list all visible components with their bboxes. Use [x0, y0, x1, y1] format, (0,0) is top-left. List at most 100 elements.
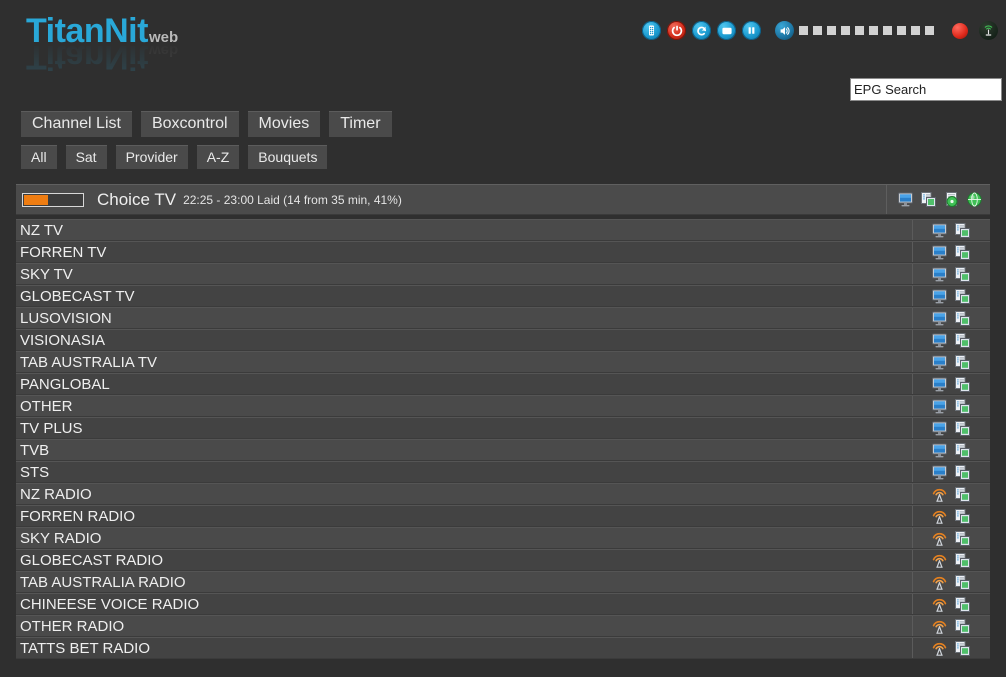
volume-block[interactable] — [855, 26, 864, 35]
epg-search-input[interactable] — [850, 78, 1002, 101]
channel-row[interactable]: OTHER RADIO — [16, 615, 990, 637]
monitor-icon[interactable] — [897, 191, 914, 208]
tab-channel-list[interactable]: Channel List — [21, 111, 132, 137]
tab-bouquets[interactable]: Bouquets — [248, 145, 328, 169]
bouquet-list-icon[interactable] — [954, 376, 971, 393]
screenshot-icon[interactable] — [717, 21, 736, 40]
volume-control[interactable] — [775, 21, 934, 40]
bouquet-list-icon[interactable] — [954, 552, 971, 569]
radio-antenna-icon[interactable] — [931, 530, 948, 547]
tab-sat[interactable]: Sat — [65, 145, 107, 169]
bouquet-list-icon[interactable] — [954, 310, 971, 327]
monitor-icon[interactable] — [931, 420, 948, 437]
monitor-icon[interactable] — [931, 266, 948, 283]
bouquet-list-icon[interactable] — [954, 530, 971, 547]
channel-row[interactable]: VISIONASIA — [16, 329, 990, 351]
bouquet-list-icon[interactable] — [954, 486, 971, 503]
radio-antenna-icon[interactable] — [931, 574, 948, 591]
channel-row[interactable]: TATTS BET RADIO — [16, 637, 990, 659]
channel-row[interactable]: GLOBECAST RADIO — [16, 549, 990, 571]
channel-row[interactable]: TAB AUSTRALIA TV — [16, 351, 990, 373]
tab-boxcontrol[interactable]: Boxcontrol — [140, 111, 239, 137]
bouquet-list-icon[interactable] — [954, 244, 971, 261]
bouquet-list-icon[interactable] — [954, 420, 971, 437]
channel-row[interactable]: OTHER — [16, 395, 990, 417]
power-icon[interactable] — [667, 21, 686, 40]
bouquet-list-icon[interactable] — [954, 596, 971, 613]
pause-icon[interactable] — [742, 21, 761, 40]
channel-row[interactable]: TV PLUS — [16, 417, 990, 439]
channel-row[interactable]: TAB AUSTRALIA RADIO — [16, 571, 990, 593]
volume-block[interactable] — [799, 26, 808, 35]
volume-block[interactable] — [869, 26, 878, 35]
channel-row[interactable]: LUSOVISION — [16, 307, 990, 329]
radio-antenna-icon[interactable] — [931, 486, 948, 503]
globe-icon[interactable] — [966, 191, 983, 208]
signal-antenna-icon[interactable] — [979, 21, 998, 40]
monitor-icon[interactable] — [931, 442, 948, 459]
volume-block[interactable] — [827, 26, 836, 35]
channel-row-actions — [912, 330, 990, 350]
bouquet-list-icon[interactable] — [954, 618, 971, 635]
monitor-icon[interactable] — [931, 288, 948, 305]
record-disc-icon[interactable] — [943, 191, 960, 208]
volume-block[interactable] — [925, 26, 934, 35]
multi-window-icon[interactable] — [920, 191, 937, 208]
search-row — [0, 78, 1006, 106]
channel-row[interactable]: NZ RADIO — [16, 483, 990, 505]
volume-block[interactable] — [911, 26, 920, 35]
bouquet-list-icon[interactable] — [954, 464, 971, 481]
channel-row[interactable]: CHINEESE VOICE RADIO — [16, 593, 990, 615]
channel-row[interactable]: SKY TV — [16, 263, 990, 285]
channel-row[interactable]: SKY RADIO — [16, 527, 990, 549]
monitor-icon[interactable] — [931, 222, 948, 239]
volume-block[interactable] — [841, 26, 850, 35]
bouquet-list-icon[interactable] — [954, 288, 971, 305]
remote-control-icon[interactable] — [642, 21, 661, 40]
bouquet-list-icon[interactable] — [954, 354, 971, 371]
now-playing-channel: Choice TV — [97, 189, 177, 209]
bouquet-list-icon[interactable] — [954, 442, 971, 459]
logo-text-main: TitanNit — [26, 12, 148, 50]
channel-row-actions — [912, 286, 990, 306]
volume-block[interactable] — [897, 26, 906, 35]
monitor-icon[interactable] — [931, 464, 948, 481]
bouquet-list-icon[interactable] — [954, 574, 971, 591]
refresh-icon[interactable] — [692, 21, 711, 40]
bouquet-list-icon[interactable] — [954, 222, 971, 239]
monitor-icon[interactable] — [931, 244, 948, 261]
radio-antenna-icon[interactable] — [931, 596, 948, 613]
channel-row[interactable]: PANGLOBAL — [16, 373, 990, 395]
channel-row-label: FORREN RADIO — [20, 507, 136, 525]
speaker-icon[interactable] — [775, 21, 794, 40]
radio-antenna-icon[interactable] — [931, 552, 948, 569]
monitor-icon[interactable] — [931, 354, 948, 371]
channel-row[interactable]: STS — [16, 461, 990, 483]
tab-provider[interactable]: Provider — [115, 145, 188, 169]
monitor-icon[interactable] — [931, 398, 948, 415]
bouquet-list-icon[interactable] — [954, 332, 971, 349]
bouquet-list-icon[interactable] — [954, 508, 971, 525]
bouquet-list-icon[interactable] — [954, 266, 971, 283]
monitor-icon[interactable] — [931, 332, 948, 349]
record-dot-icon[interactable] — [952, 22, 968, 39]
tab-timer[interactable]: Timer — [329, 111, 392, 137]
channel-row[interactable]: FORREN RADIO — [16, 505, 990, 527]
monitor-icon[interactable] — [931, 310, 948, 327]
channel-row[interactable]: TVB — [16, 439, 990, 461]
radio-antenna-icon[interactable] — [931, 618, 948, 635]
monitor-icon[interactable] — [931, 376, 948, 393]
tab-movies[interactable]: Movies — [247, 111, 321, 137]
volume-block[interactable] — [813, 26, 822, 35]
tab-a-z[interactable]: A-Z — [196, 145, 240, 169]
radio-antenna-icon[interactable] — [931, 508, 948, 525]
channel-row[interactable]: GLOBECAST TV — [16, 285, 990, 307]
volume-block[interactable] — [883, 26, 892, 35]
bouquet-list-icon[interactable] — [954, 398, 971, 415]
channel-row[interactable]: NZ TV — [16, 219, 990, 241]
channel-row[interactable]: FORREN TV — [16, 241, 990, 263]
radio-antenna-icon[interactable] — [931, 640, 948, 657]
program-progress-bar — [22, 192, 84, 207]
tab-all[interactable]: All — [21, 145, 57, 169]
bouquet-list-icon[interactable] — [954, 640, 971, 657]
